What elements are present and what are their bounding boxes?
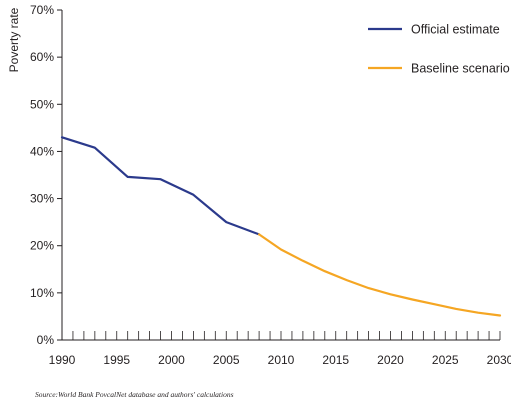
source-note: Source:World Bank PovcalNet database and… [35,390,234,399]
y-tick-label: 70% [30,3,54,17]
y-tick-label: 40% [30,144,54,158]
x-tick-label: 2010 [268,353,295,367]
series-line-official-estimate [60,136,261,236]
y-tick-label: 10% [30,286,54,300]
legend: Official estimate Baseline scenario [368,23,510,76]
y-ticks: 0% 10% 20% 30% 40% 50% 60% 70% [30,3,62,347]
y-tick-label: 30% [30,192,54,206]
series-line-baseline-scenario [258,233,502,317]
x-tick-label: 2025 [432,353,459,367]
legend-label: Official estimate [411,23,500,37]
x-tick-label: 2030 [487,353,511,367]
y-tick-label: 60% [30,50,54,64]
x-tick-label: 1995 [103,353,130,367]
axes [61,10,500,341]
x-tick-label: 2020 [377,353,404,367]
x-tick-label: 1990 [49,353,76,367]
y-axis-title: Poverty rate [7,7,21,72]
x-tick-label: 2015 [322,353,349,367]
series-lines [60,136,502,317]
y-tick-label: 20% [30,239,54,253]
y-tick-label: 0% [37,333,55,347]
y-tick-label: 50% [30,97,54,111]
x-tick-label: 2005 [213,353,240,367]
x-ticks: 1990 1995 2000 2005 2010 2015 2020 2025 2030 [49,331,511,367]
x-tick-label: 2000 [158,353,185,367]
legend-label: Baseline scenario [411,62,510,76]
